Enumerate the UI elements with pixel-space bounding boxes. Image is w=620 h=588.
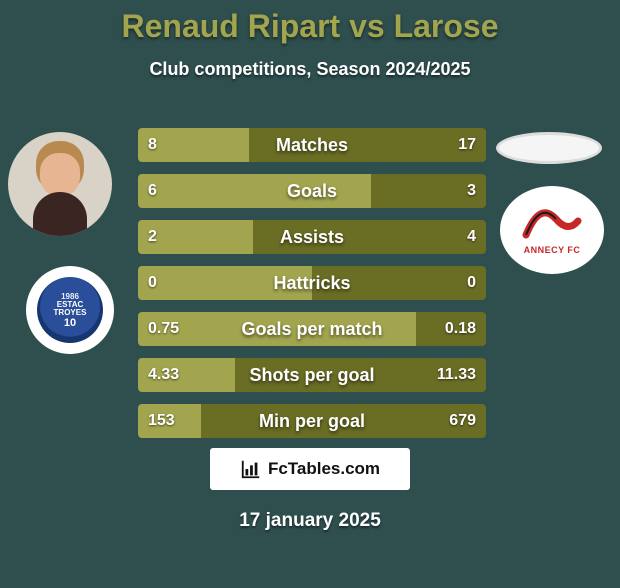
stat-value-left: 6: [148, 174, 157, 208]
stat-value-right: 3: [467, 174, 476, 208]
club-left-year: 1986: [61, 292, 79, 301]
stat-bar-track: [138, 404, 486, 438]
stat-bar-left: [138, 174, 371, 208]
stat-bar-track: [138, 312, 486, 346]
footer-logo-text: FcTables.com: [268, 459, 380, 479]
club-left-badge: 1986 ESTAC TROYES 10: [26, 266, 114, 354]
stat-value-right: 11.33: [437, 358, 476, 392]
stat-row: 63Goals: [138, 174, 486, 208]
club-right-badge: ANNECY FC: [500, 186, 604, 274]
stat-value-left: 0.75: [148, 312, 179, 346]
club-right-name: ANNECY FC: [524, 245, 581, 255]
stat-row: 24Assists: [138, 220, 486, 254]
footer-logo: FcTables.com: [210, 448, 410, 490]
stat-value-right: 17: [458, 128, 476, 162]
chart-icon: [240, 458, 262, 480]
stat-bar-left: [138, 266, 312, 300]
stat-bar-left: [138, 312, 416, 346]
stat-bar-right: [249, 128, 486, 162]
club-right-icon: [522, 205, 582, 243]
stat-row: 4.3311.33Shots per goal: [138, 358, 486, 392]
club-left-num: 10: [64, 317, 76, 329]
stat-value-left: 153: [148, 404, 175, 438]
stat-value-right: 0: [467, 266, 476, 300]
stat-value-right: 0.18: [445, 312, 476, 346]
stat-value-left: 0: [148, 266, 157, 300]
page-title: Renaud Ripart vs Larose: [0, 8, 620, 45]
stat-value-right: 679: [449, 404, 476, 438]
stat-bar-track: [138, 358, 486, 392]
stat-bar-track: [138, 266, 486, 300]
stat-bar-track: [138, 220, 486, 254]
stat-value-left: 4.33: [148, 358, 179, 392]
stat-row: 0.750.18Goals per match: [138, 312, 486, 346]
stat-value-left: 2: [148, 220, 157, 254]
stat-bar-right: [253, 220, 486, 254]
stat-bar-right: [312, 266, 486, 300]
stat-value-left: 8: [148, 128, 157, 162]
player-right-avatar: [496, 132, 602, 164]
club-left-sub: TROYES: [54, 308, 87, 317]
stat-row: 153679Min per goal: [138, 404, 486, 438]
stat-bar-track: [138, 174, 486, 208]
stats-chart: 817Matches63Goals24Assists00Hattricks0.7…: [138, 128, 486, 450]
stat-bar-right: [201, 404, 486, 438]
stat-row: 817Matches: [138, 128, 486, 162]
stat-bar-track: [138, 128, 486, 162]
stat-value-right: 4: [467, 220, 476, 254]
subtitle: Club competitions, Season 2024/2025: [0, 59, 620, 80]
player-left-avatar: [8, 132, 112, 236]
date-text: 17 january 2025: [0, 510, 620, 532]
stat-row: 00Hattricks: [138, 266, 486, 300]
